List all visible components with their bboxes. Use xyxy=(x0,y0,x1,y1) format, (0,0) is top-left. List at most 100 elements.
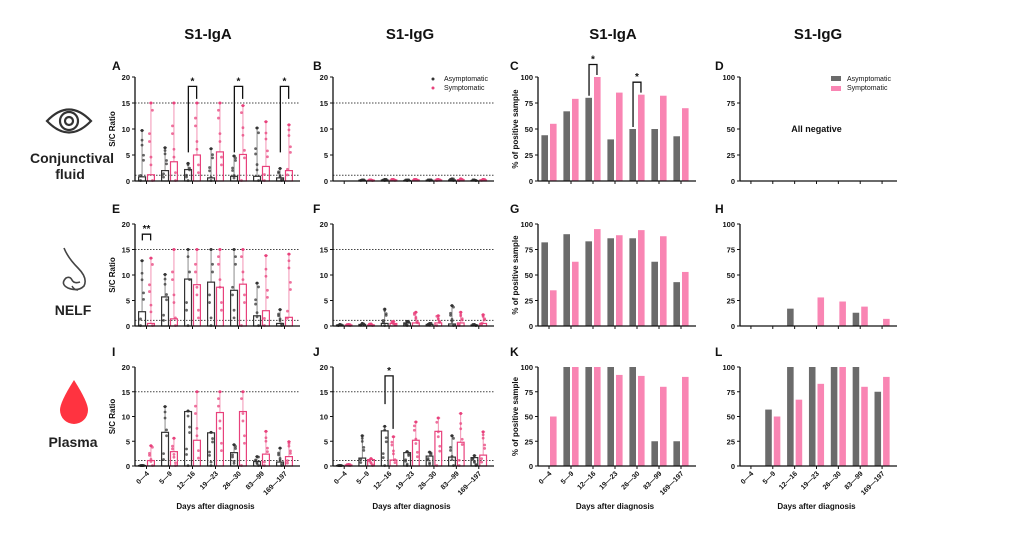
data-point xyxy=(194,404,197,408)
bar-asymptomatic xyxy=(161,170,170,182)
bar-symptomatic xyxy=(594,77,601,181)
panel-F: F 0 5 10 15 20 xyxy=(313,202,494,331)
data-point xyxy=(171,444,174,448)
y-tick-label: 10 xyxy=(122,125,130,134)
significance-bracket xyxy=(279,85,290,153)
data-point xyxy=(234,262,237,266)
data-point xyxy=(218,248,222,251)
data-point xyxy=(459,313,463,316)
data-point xyxy=(481,433,485,437)
y-tick-label: 20 xyxy=(122,363,130,372)
legend-marker-symptomatic xyxy=(431,86,435,90)
y-tick-label: 10 xyxy=(122,271,130,280)
data-point xyxy=(254,458,257,462)
data-point xyxy=(165,159,168,162)
data-point xyxy=(163,149,167,152)
data-point xyxy=(459,412,463,416)
data-point xyxy=(243,293,246,297)
data-point xyxy=(414,420,418,424)
legend-marker-asymptomatic xyxy=(431,77,435,81)
data-point xyxy=(165,434,168,438)
data-point xyxy=(171,278,174,281)
data-point xyxy=(151,263,154,266)
legend-swatch-asymptomatic xyxy=(831,76,841,81)
data-point xyxy=(254,152,257,156)
data-point xyxy=(165,298,168,302)
data-point xyxy=(232,174,236,177)
panel-letter: B xyxy=(313,59,322,73)
data-point xyxy=(450,434,454,438)
data-point xyxy=(165,428,168,432)
data-point xyxy=(195,285,199,289)
data-point xyxy=(218,426,222,430)
data-point xyxy=(240,111,243,115)
panel-letter: K xyxy=(510,345,519,359)
y-tick-label: 20 xyxy=(122,220,130,229)
x-tick-label: 26—30 xyxy=(417,470,438,491)
data-point xyxy=(186,248,190,251)
bar-asymptomatic xyxy=(541,242,548,326)
bar-symptomatic xyxy=(839,367,846,466)
data-point xyxy=(438,320,442,323)
data-point xyxy=(255,168,259,172)
data-point xyxy=(280,462,283,466)
data-point xyxy=(142,153,145,157)
data-point xyxy=(460,443,464,446)
data-point xyxy=(172,293,176,297)
data-point xyxy=(254,147,257,151)
data-point xyxy=(472,322,476,326)
x-tick-label: 5—9 xyxy=(560,470,575,485)
y-tick-label: 75 xyxy=(727,388,735,397)
data-point xyxy=(208,450,211,454)
significance-bracket xyxy=(187,85,198,153)
bar-symptomatic xyxy=(550,123,557,181)
panel-letter: E xyxy=(112,202,120,216)
y-tick-label: 25 xyxy=(525,151,533,160)
data-point xyxy=(459,427,463,431)
data-point xyxy=(172,301,176,304)
data-point xyxy=(162,172,165,176)
data-point xyxy=(412,424,416,428)
data-point xyxy=(393,458,397,462)
y-tick-label: 15 xyxy=(122,99,130,108)
significance-star: * xyxy=(191,76,195,87)
data-point xyxy=(186,409,190,413)
data-point xyxy=(480,457,484,461)
data-point xyxy=(277,451,280,455)
data-point xyxy=(381,452,385,456)
data-point xyxy=(194,116,197,120)
data-point xyxy=(218,278,222,281)
data-point xyxy=(195,390,199,394)
data-point xyxy=(280,177,283,181)
data-point xyxy=(405,462,409,466)
y-axis-label: % of positive sample xyxy=(511,376,520,456)
data-point xyxy=(481,313,485,317)
panel-A: A 0 5 10 15 20 S/C Ratio * * * xyxy=(108,59,300,186)
data-point xyxy=(286,309,289,313)
data-point xyxy=(243,301,246,304)
bar-asymptomatic xyxy=(651,261,658,326)
bar-asymptomatic xyxy=(541,135,548,181)
data-point xyxy=(360,434,364,438)
data-point xyxy=(195,293,199,297)
data-point xyxy=(149,310,153,314)
y-tick-label: 0 xyxy=(324,322,328,331)
bar-symptomatic xyxy=(660,236,667,326)
data-point xyxy=(287,252,291,256)
data-point xyxy=(171,124,174,128)
y-tick-label: 100 xyxy=(520,363,533,372)
data-point xyxy=(231,453,234,457)
x-tick-label: 169—197 xyxy=(457,470,483,496)
y-tick-label: 0 xyxy=(731,462,735,471)
data-point xyxy=(243,156,246,160)
data-point xyxy=(266,295,269,299)
data-point xyxy=(360,436,364,440)
y-tick-label: 75 xyxy=(727,246,735,255)
bar-symptomatic xyxy=(638,230,645,326)
data-point xyxy=(231,293,234,297)
data-point xyxy=(266,149,269,153)
y-tick-label: 25 xyxy=(727,437,735,446)
data-point xyxy=(162,175,165,179)
data-point xyxy=(450,177,454,181)
y-tick-label: 5 xyxy=(126,437,130,446)
